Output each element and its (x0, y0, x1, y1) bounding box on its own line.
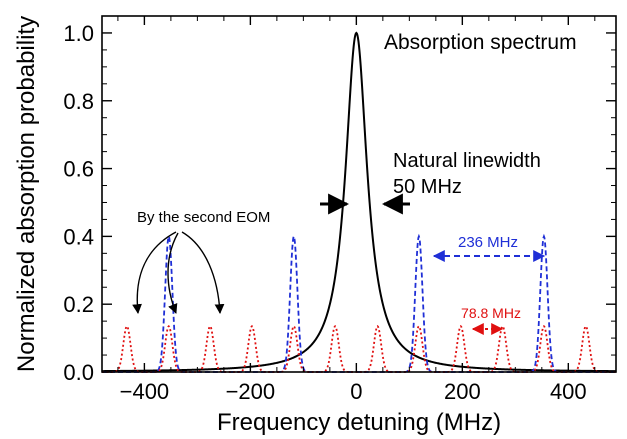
x-tick-label: 0 (350, 379, 362, 404)
y-tick-label: 0.2 (63, 292, 94, 317)
linewidth-label-line2: 50 MHz (393, 176, 462, 198)
x-axis-title: Frequency detuning (MHz) (217, 409, 501, 436)
x-tick-label: 200 (444, 379, 481, 404)
axes-group: −400 −200 0 200 400 0.0 0.2 0.4 0.6 0.8 1.0 (63, 16, 616, 404)
eom-label: By the second EOM (137, 209, 270, 226)
y-axis-title: Normalized absorption probability (13, 16, 40, 372)
x-tick-label: −200 (226, 379, 276, 404)
eom-arrow-2 (167, 232, 179, 314)
y-tick-label: 0.6 (63, 157, 94, 182)
x-tick-label: −400 (120, 379, 170, 404)
red-spacing-label: 78.8 MHz (461, 305, 521, 321)
y-tick-label: 0.4 (63, 224, 94, 249)
plot-frame (101, 15, 617, 373)
absorption-spectrum-label: Absorption spectrum (384, 31, 577, 54)
series-line-1 (102, 31, 616, 373)
y-tick-label: 0.0 (63, 360, 94, 385)
eom-arrow-3 (181, 231, 225, 314)
blue-spacing-label: 236 MHz (458, 234, 518, 251)
y-tick-label: 0.8 (63, 89, 94, 114)
series-group (102, 31, 616, 373)
eom-arrow-1 (132, 231, 177, 314)
y-tick-label: 1.0 (63, 21, 94, 46)
linewidth-label-line1: Natural linewidth (393, 150, 541, 172)
x-tick-label: 400 (550, 379, 587, 404)
